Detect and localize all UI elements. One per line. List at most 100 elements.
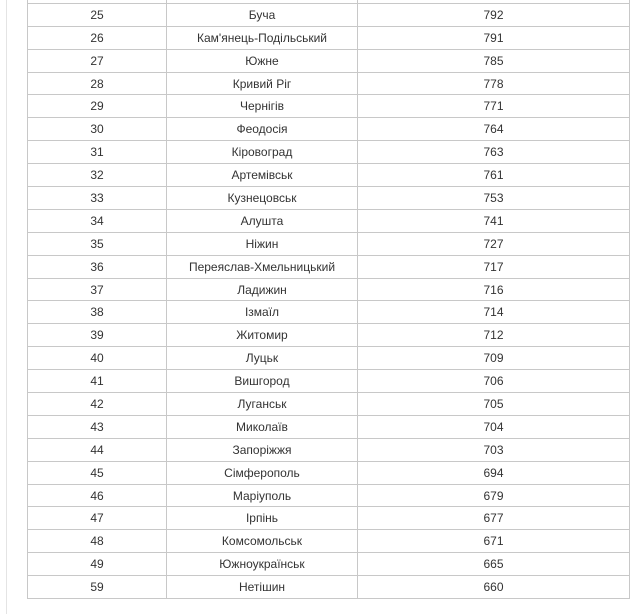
table-row: 27 Южне 785 <box>27 48 630 73</box>
value-cell: 717 <box>357 254 630 279</box>
city-cell: Кіровоград <box>166 140 358 165</box>
city-cell: Ніжин <box>166 231 358 256</box>
city-cell: Луцьк <box>166 346 358 371</box>
table-row: 46 Маріуполь 679 <box>27 483 630 508</box>
table-row: 35 Ніжин 727 <box>27 231 630 256</box>
value-cell: 791 <box>357 25 630 50</box>
table-row: 43 Миколаїв 704 <box>27 414 630 439</box>
value-cell: 677 <box>357 506 630 531</box>
rank-cell: 44 <box>27 437 167 462</box>
city-cell: Запоріжжя <box>166 437 358 462</box>
rank-cell: 36 <box>27 254 167 279</box>
table-row: 39 Житомир 712 <box>27 323 630 348</box>
city-cell: Южне <box>166 48 358 73</box>
rank-cell: 34 <box>27 208 167 233</box>
table-row: 41 Вишгород 706 <box>27 369 630 394</box>
rank-cell: 45 <box>27 460 167 485</box>
rank-cell: 48 <box>27 529 167 554</box>
value-cell: 785 <box>357 48 630 73</box>
city-cell: Ладижин <box>166 277 358 302</box>
city-cell: Феодосія <box>166 117 358 142</box>
value-cell: 709 <box>357 346 630 371</box>
value-cell: 671 <box>357 529 630 554</box>
rank-cell: 33 <box>27 186 167 210</box>
value-cell: 792 <box>357 2 630 27</box>
table-row: 32 Артемівськ 761 <box>27 163 630 188</box>
value-cell: 704 <box>357 414 630 439</box>
city-cell: Переяслав-Хмельницький <box>166 254 358 279</box>
value-cell: 705 <box>357 392 630 416</box>
rank-cell: 41 <box>27 369 167 394</box>
rank-cell: 28 <box>27 71 167 96</box>
rank-cell: 46 <box>27 483 167 508</box>
value-cell: 679 <box>357 483 630 508</box>
table-row: 49 Южноукраїнськ 665 <box>27 552 630 577</box>
city-cell: Чернігів <box>166 94 358 119</box>
rank-cell: 35 <box>27 231 167 256</box>
city-cell: Кам'янець-Подільський <box>166 25 358 50</box>
table-row: 47 Ірпінь 677 <box>27 506 630 531</box>
table-row: 44 Запоріжжя 703 <box>27 437 630 462</box>
value-cell: 727 <box>357 231 630 256</box>
rank-cell: 59 <box>27 575 167 600</box>
rank-cell: 43 <box>27 414 167 439</box>
city-cell: Маріуполь <box>166 483 358 508</box>
rank-cell: 30 <box>27 117 167 142</box>
table-row: 25 Буча 792 <box>27 2 630 27</box>
rank-cell: 42 <box>27 392 167 416</box>
table-row: 29 Чернігів 771 <box>27 94 630 119</box>
city-cell: Вишгород <box>166 369 358 394</box>
rank-cell: 29 <box>27 94 167 119</box>
rank-cell: 32 <box>27 163 167 188</box>
city-cell: Буча <box>166 2 358 27</box>
value-cell: 753 <box>357 186 630 210</box>
rank-cell: 40 <box>27 346 167 371</box>
value-cell: 712 <box>357 323 630 348</box>
page-border <box>6 0 7 614</box>
table-row: 48 Комсомольськ 671 <box>27 529 630 554</box>
city-cell: Комсомольськ <box>166 529 358 554</box>
table-row: 42 Луганськ 705 <box>27 392 630 416</box>
rank-cell: 37 <box>27 277 167 302</box>
value-cell: 764 <box>357 117 630 142</box>
city-cell: Житомир <box>166 323 358 348</box>
rank-cell: 47 <box>27 506 167 531</box>
city-cell: Ірпінь <box>166 506 358 531</box>
value-cell: 771 <box>357 94 630 119</box>
city-cell: Ізмаїл <box>166 300 358 325</box>
city-cell: Луганськ <box>166 392 358 416</box>
city-cell: Артемівськ <box>166 163 358 188</box>
city-cell: Кривий Ріг <box>166 71 358 96</box>
value-cell: 694 <box>357 460 630 485</box>
value-cell: 706 <box>357 369 630 394</box>
rank-cell: 38 <box>27 300 167 325</box>
value-cell: 660 <box>357 575 630 600</box>
value-cell: 761 <box>357 163 630 188</box>
rank-cell: 39 <box>27 323 167 348</box>
value-cell: 665 <box>357 552 630 577</box>
value-cell: 741 <box>357 208 630 233</box>
table-row: 45 Сімферополь 694 <box>27 460 630 485</box>
value-cell: 714 <box>357 300 630 325</box>
rank-cell: 31 <box>27 140 167 165</box>
table-row: 26 Кам'янець-Подільський 791 <box>27 25 630 50</box>
value-cell: 778 <box>357 71 630 96</box>
table-row: 31 Кіровоград 763 <box>27 140 630 165</box>
table-row: 38 Ізмаїл 714 <box>27 300 630 325</box>
table-row: 34 Алушта 741 <box>27 208 630 233</box>
table-row: 59 Нетішин 660 <box>27 575 630 600</box>
city-cell: Миколаїв <box>166 414 358 439</box>
rank-cell: 26 <box>27 25 167 50</box>
city-cell: Нетішин <box>166 575 358 600</box>
city-cell: Южноукраїнськ <box>166 552 358 577</box>
rank-cell: 25 <box>27 2 167 27</box>
table-row: 28 Кривий Ріг 778 <box>27 71 630 96</box>
table-row: 33 Кузнецовськ 753 <box>27 186 630 210</box>
rank-cell: 49 <box>27 552 167 577</box>
table-row: 30 Феодосія 764 <box>27 117 630 142</box>
value-cell: 763 <box>357 140 630 165</box>
table-row: 40 Луцьк 709 <box>27 346 630 371</box>
city-cell: Кузнецовськ <box>166 186 358 210</box>
value-cell: 703 <box>357 437 630 462</box>
rank-cell: 27 <box>27 48 167 73</box>
